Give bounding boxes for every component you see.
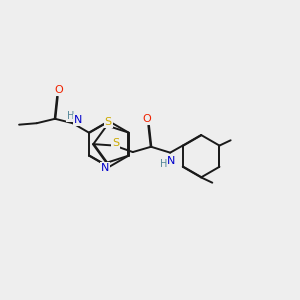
Text: N: N: [167, 156, 176, 166]
Text: N: N: [74, 115, 82, 125]
Text: N: N: [101, 163, 110, 173]
Text: H: H: [67, 111, 74, 121]
Text: S: S: [112, 138, 119, 148]
Text: S: S: [105, 117, 112, 127]
Text: O: O: [55, 85, 63, 95]
Text: H: H: [160, 159, 167, 169]
Text: O: O: [142, 114, 151, 124]
